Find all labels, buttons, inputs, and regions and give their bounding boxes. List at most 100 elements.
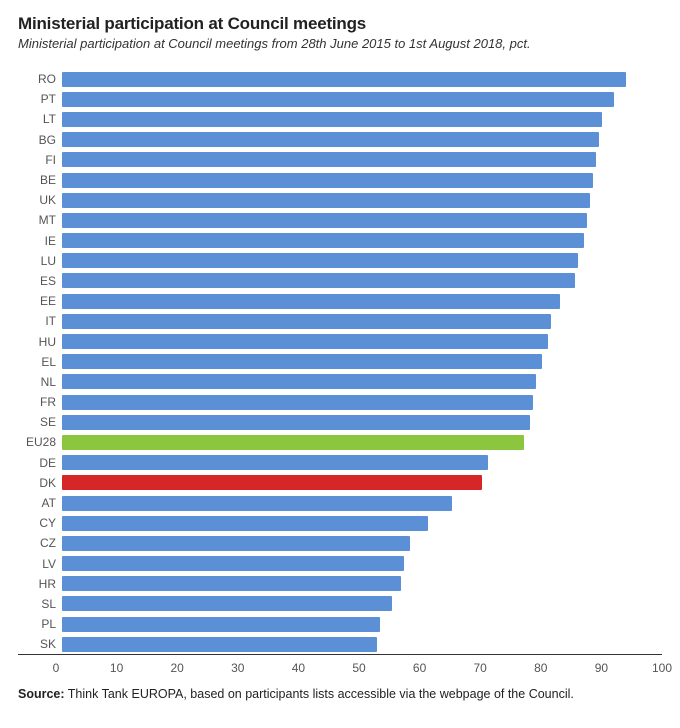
bar-track bbox=[62, 473, 662, 493]
y-axis-label: RO bbox=[18, 72, 62, 86]
y-axis-label: AT bbox=[18, 496, 62, 510]
bar-row: SK bbox=[18, 634, 662, 654]
y-axis-label: EE bbox=[18, 294, 62, 308]
bar-track bbox=[62, 231, 662, 251]
x-axis-tick: 50 bbox=[352, 661, 365, 675]
bar-row: AT bbox=[18, 493, 662, 513]
y-axis-label: LU bbox=[18, 254, 62, 268]
x-axis-tick: 70 bbox=[474, 661, 487, 675]
bar-track bbox=[62, 130, 662, 150]
bar-track bbox=[62, 170, 662, 190]
x-axis: 0102030405060708090100 bbox=[18, 659, 662, 681]
y-axis-label: DE bbox=[18, 456, 62, 470]
bar bbox=[62, 516, 428, 531]
bar bbox=[62, 273, 575, 288]
chart-area: ROPTLTBGFIBEUKMTIELUESEEITHUELNLFRSEEU28… bbox=[18, 65, 662, 655]
bar bbox=[62, 556, 404, 571]
x-axis-tick: 100 bbox=[652, 661, 672, 675]
x-axis-tick: 90 bbox=[595, 661, 608, 675]
y-axis-label: HR bbox=[18, 577, 62, 591]
bar-track bbox=[62, 453, 662, 473]
bar bbox=[62, 395, 533, 410]
bar-row: LT bbox=[18, 109, 662, 129]
bar-track bbox=[62, 210, 662, 230]
bar-row: BE bbox=[18, 170, 662, 190]
bar-track bbox=[62, 392, 662, 412]
y-axis-label: LV bbox=[18, 557, 62, 571]
bar-row: LV bbox=[18, 554, 662, 574]
bar-track bbox=[62, 291, 662, 311]
y-axis-label: PL bbox=[18, 617, 62, 631]
y-axis-label: SE bbox=[18, 415, 62, 429]
bar-track bbox=[62, 190, 662, 210]
bar-row: IT bbox=[18, 311, 662, 331]
bar-track bbox=[62, 412, 662, 432]
bar bbox=[62, 536, 410, 551]
bars-container: ROPTLTBGFIBEUKMTIELUESEEITHUELNLFRSEEU28… bbox=[18, 69, 662, 654]
bar-track bbox=[62, 574, 662, 594]
bar bbox=[62, 132, 599, 147]
bar-row: IE bbox=[18, 231, 662, 251]
bar-track bbox=[62, 493, 662, 513]
bar-track bbox=[62, 89, 662, 109]
bar-row: BG bbox=[18, 130, 662, 150]
bar-row: HU bbox=[18, 331, 662, 351]
bar bbox=[62, 354, 542, 369]
bar-track bbox=[62, 311, 662, 331]
x-axis-tick: 30 bbox=[231, 661, 244, 675]
bar-row: FI bbox=[18, 150, 662, 170]
bar-row: PL bbox=[18, 614, 662, 634]
y-axis-label: EL bbox=[18, 355, 62, 369]
bar-row: EL bbox=[18, 352, 662, 372]
bar bbox=[62, 112, 602, 127]
y-axis-label: FI bbox=[18, 153, 62, 167]
bar bbox=[62, 596, 392, 611]
source-text: Think Tank EUROPA, based on participants… bbox=[65, 687, 574, 701]
bar-track bbox=[62, 554, 662, 574]
bar-row: FR bbox=[18, 392, 662, 412]
bar-row: EU28 bbox=[18, 432, 662, 452]
bar-track bbox=[62, 594, 662, 614]
source-line: Source: Think Tank EUROPA, based on part… bbox=[18, 687, 662, 701]
bar-track bbox=[62, 432, 662, 452]
bar-row: ES bbox=[18, 271, 662, 291]
bar bbox=[62, 617, 380, 632]
bar bbox=[62, 72, 626, 87]
bar-track bbox=[62, 69, 662, 89]
bar-row: EE bbox=[18, 291, 662, 311]
bar-track bbox=[62, 634, 662, 654]
bar-track bbox=[62, 372, 662, 392]
y-axis-label: EU28 bbox=[18, 435, 62, 449]
bar bbox=[62, 637, 377, 652]
chart-subtitle: Ministerial participation at Council mee… bbox=[18, 36, 662, 51]
bar-track bbox=[62, 109, 662, 129]
bar-row: CY bbox=[18, 513, 662, 533]
bar bbox=[62, 576, 401, 591]
y-axis-label: IT bbox=[18, 314, 62, 328]
bar-track bbox=[62, 331, 662, 351]
y-axis-label: SL bbox=[18, 597, 62, 611]
bar-row: RO bbox=[18, 69, 662, 89]
y-axis-label: FR bbox=[18, 395, 62, 409]
bar-track bbox=[62, 614, 662, 634]
bar bbox=[62, 415, 530, 430]
x-axis-tick: 20 bbox=[171, 661, 184, 675]
bar-row: LU bbox=[18, 251, 662, 271]
bar bbox=[62, 213, 587, 228]
y-axis-label: NL bbox=[18, 375, 62, 389]
y-axis-label: BE bbox=[18, 173, 62, 187]
bar-row: CZ bbox=[18, 533, 662, 553]
bar-track bbox=[62, 251, 662, 271]
bar-track bbox=[62, 513, 662, 533]
bar bbox=[62, 294, 560, 309]
bar-row: NL bbox=[18, 372, 662, 392]
bar-row: PT bbox=[18, 89, 662, 109]
y-axis-label: BG bbox=[18, 133, 62, 147]
bar-row: MT bbox=[18, 210, 662, 230]
y-axis-label: HU bbox=[18, 335, 62, 349]
y-axis-label: PT bbox=[18, 92, 62, 106]
y-axis-label: CZ bbox=[18, 536, 62, 550]
x-axis-tick: 60 bbox=[413, 661, 426, 675]
bar-track bbox=[62, 271, 662, 291]
bar bbox=[62, 314, 551, 329]
